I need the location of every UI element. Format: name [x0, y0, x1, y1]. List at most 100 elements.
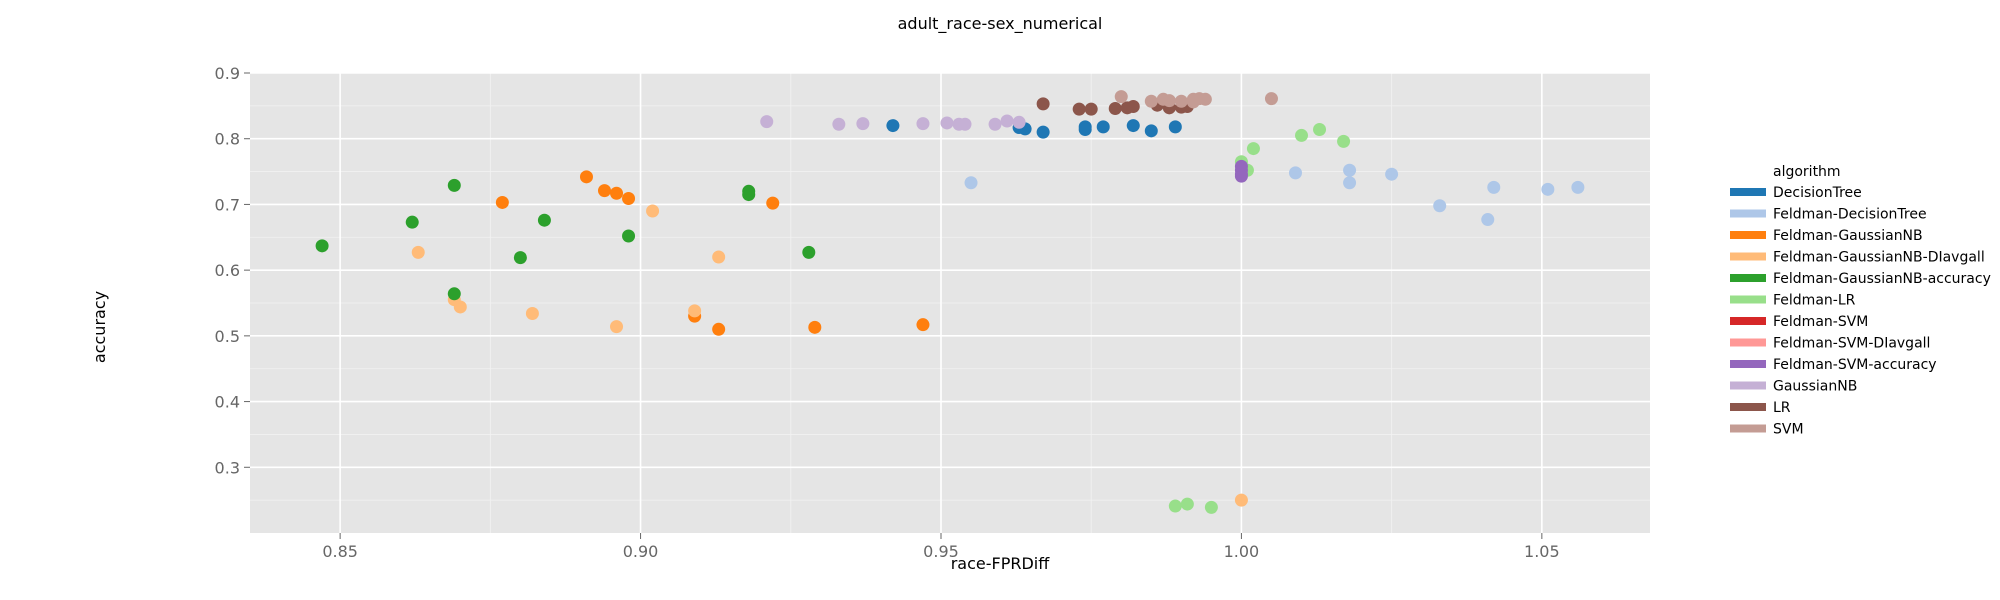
- legend-label: LR: [1773, 400, 1791, 416]
- data-point: [1174, 94, 1188, 108]
- data-point: [1246, 142, 1260, 156]
- data-point: [447, 287, 461, 301]
- data-point: [1295, 128, 1309, 142]
- data-point: [1481, 213, 1495, 227]
- y-tick-label: 0.3: [215, 458, 240, 477]
- data-point: [1343, 176, 1357, 190]
- data-point: [1541, 182, 1555, 196]
- legend-swatch: [1730, 274, 1766, 282]
- data-point: [598, 184, 612, 198]
- data-point: [988, 117, 1002, 131]
- y-tick-label: 0.9: [215, 64, 240, 83]
- data-point: [1264, 92, 1278, 106]
- legend-swatch: [1730, 317, 1766, 325]
- legend-label: Feldman-SVM-DIavgall: [1773, 336, 1930, 352]
- data-point: [688, 304, 702, 318]
- y-tick-label: 0.6: [215, 261, 240, 280]
- data-point: [1168, 499, 1182, 513]
- data-point: [760, 115, 774, 129]
- data-point: [1198, 92, 1212, 106]
- data-point: [525, 307, 539, 321]
- data-point: [411, 245, 425, 259]
- data-point: [453, 300, 467, 314]
- data-point: [808, 320, 822, 334]
- data-point: [766, 196, 780, 210]
- legend-label: Feldman-DecisionTree: [1773, 207, 1927, 223]
- data-point: [1234, 493, 1248, 507]
- axis-ticks: 0.85 0.90 0.95 1.00 1.05 0.3 0.4 0.5 0.6 0.7 0.8 0.…: [215, 64, 1560, 561]
- legend-label: Feldman-SVM-accuracy: [1773, 357, 1937, 373]
- data-point: [1096, 120, 1110, 134]
- legend-label: Feldman-LR: [1773, 293, 1856, 309]
- data-point: [622, 192, 636, 206]
- data-points: [315, 90, 1585, 514]
- legend-label: GaussianNB: [1773, 379, 1857, 395]
- data-point: [1186, 95, 1200, 109]
- data-point: [742, 184, 756, 198]
- x-tick-label: 0.90: [623, 542, 659, 561]
- y-tick-label: 0.8: [215, 130, 240, 149]
- data-point: [610, 320, 624, 334]
- legend-label: Feldman-GaussianNB-accuracy: [1773, 271, 1991, 287]
- x-axis-title: race-FPRDiff: [951, 554, 1051, 573]
- data-point: [1126, 100, 1140, 114]
- data-point: [1204, 500, 1218, 514]
- data-point: [495, 195, 509, 209]
- data-point: [1180, 497, 1194, 511]
- legend-label: Feldman-GaussianNB-DIavgall: [1773, 250, 1985, 266]
- data-point: [1072, 102, 1086, 116]
- y-tick-label: 0.4: [215, 393, 240, 412]
- data-point: [916, 318, 930, 332]
- legend-swatch: [1730, 252, 1766, 261]
- data-point: [856, 117, 870, 131]
- data-point: [1126, 119, 1140, 133]
- data-point: [964, 176, 978, 190]
- data-point: [315, 239, 329, 253]
- y-tick-label: 0.5: [215, 327, 240, 346]
- legend-swatch: [1730, 188, 1766, 196]
- data-point: [712, 250, 726, 264]
- data-point: [1114, 90, 1128, 104]
- data-point: [622, 229, 636, 243]
- x-tick-label: 1.00: [1224, 542, 1260, 561]
- data-point: [1343, 163, 1357, 177]
- data-point: [712, 322, 726, 336]
- data-point: [1571, 180, 1585, 194]
- x-tick-label: 1.05: [1524, 542, 1560, 561]
- data-point: [940, 116, 954, 130]
- x-tick-label: 0.85: [322, 542, 358, 561]
- data-point: [1078, 123, 1092, 137]
- data-point: [646, 204, 660, 218]
- legend-swatch: [1730, 338, 1766, 347]
- data-point: [447, 178, 461, 192]
- data-point: [886, 119, 900, 133]
- data-point: [1168, 120, 1182, 134]
- data-point: [1012, 115, 1026, 129]
- data-point: [537, 213, 551, 227]
- legend: algorithm DecisionTree Feldman-DecisionTre…: [1730, 164, 1991, 438]
- data-point: [513, 251, 527, 265]
- x-tick-label: 0.95: [923, 542, 959, 561]
- data-point: [1036, 125, 1050, 139]
- grid-lines: [250, 72, 1650, 533]
- chart-title: adult_race-sex_numerical: [898, 14, 1103, 34]
- data-point: [1084, 102, 1098, 116]
- legend-title: algorithm: [1773, 164, 1841, 180]
- data-point: [1313, 123, 1327, 137]
- data-point: [916, 117, 930, 131]
- data-point: [1337, 134, 1351, 148]
- data-point: [1108, 101, 1122, 115]
- data-point: [1144, 124, 1158, 138]
- data-point: [1288, 166, 1302, 180]
- data-point: [1234, 169, 1248, 183]
- legend-swatch: [1730, 403, 1766, 411]
- data-point: [1000, 114, 1014, 128]
- legend-label: Feldman-GaussianNB: [1773, 228, 1923, 244]
- legend-swatch: [1730, 360, 1766, 368]
- data-point: [405, 215, 419, 229]
- data-point: [1433, 199, 1447, 213]
- legend-label: SVM: [1773, 422, 1804, 438]
- legend-swatch: [1730, 231, 1766, 239]
- legend-swatch: [1730, 424, 1766, 433]
- data-point: [1144, 94, 1158, 108]
